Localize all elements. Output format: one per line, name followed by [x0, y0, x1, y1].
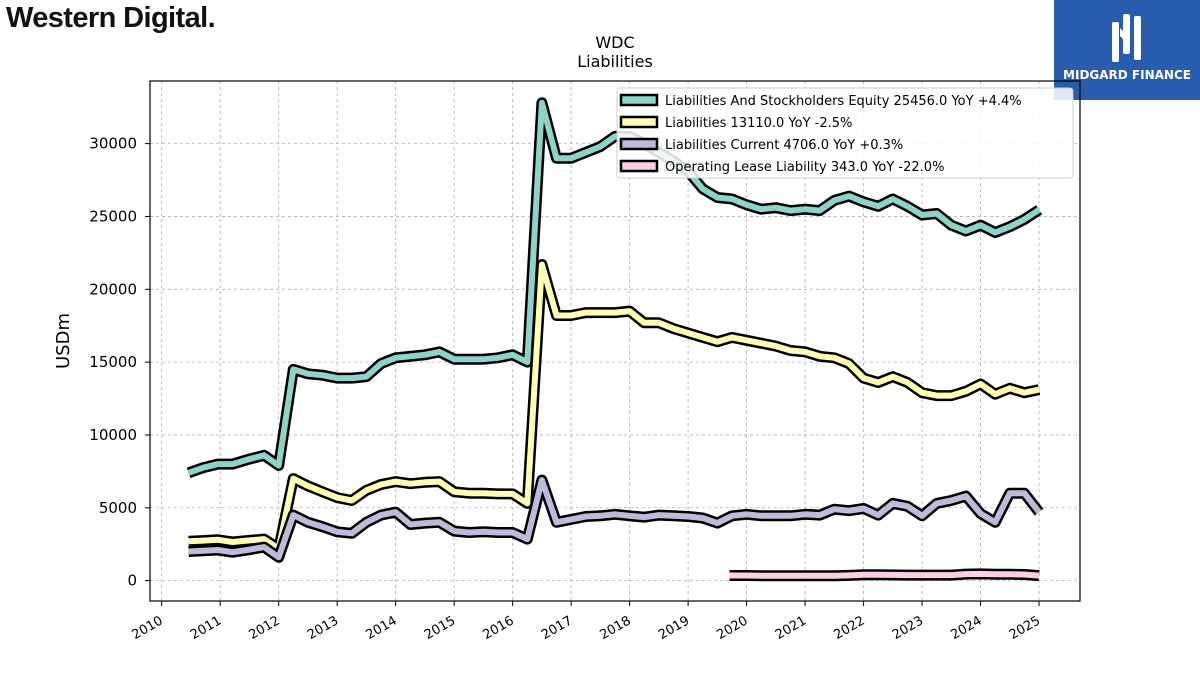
western-digital-logo: Western Digital.	[6, 2, 216, 35]
legend-entry: Operating Lease Liability 343.0 YoY -22.…	[619, 159, 944, 175]
axis-ticks: 0 5000 10000 15000 20000 25000 30000 2010 2011 20…	[89, 135, 1043, 643]
x-tick-label: 2016	[480, 613, 516, 643]
x-tick-label: 2018	[597, 613, 633, 643]
y-axis-label: USDm	[53, 313, 74, 369]
x-tick-label: 2021	[773, 613, 809, 643]
legend-swatch	[619, 115, 659, 129]
x-tick-label: 2013	[305, 613, 341, 643]
series-liabilities-and-stockholders-equity	[186, 97, 1043, 478]
legend-swatch	[619, 137, 659, 151]
y-tick-label: 15000	[89, 353, 137, 371]
y-tick-label: 0	[127, 572, 137, 590]
x-tick-label: 2017	[539, 613, 575, 643]
y-tick-label: 25000	[89, 207, 137, 225]
midgard-logo-icon	[1112, 14, 1141, 62]
legend-label: Liabilities And Stockholders Equity 2545…	[665, 94, 1022, 109]
series-liabilities	[188, 259, 1041, 555]
x-tick-label: 2025	[1007, 613, 1043, 643]
x-tick-label: 2011	[188, 613, 224, 643]
legend-swatch	[619, 93, 659, 107]
series-line	[188, 261, 1040, 552]
legend-label: Liabilities 13110.0 YoY -2.5%	[665, 116, 852, 131]
x-tick-label: 2020	[714, 613, 750, 643]
series-operating-lease-liability	[729, 568, 1040, 582]
x-tick-label: 2022	[831, 613, 867, 643]
registered-mark: .	[207, 2, 216, 34]
series-lines	[186, 97, 1044, 582]
legend: Liabilities And Stockholders Equity 2545…	[616, 87, 1074, 179]
badge-label: MIDGARD FINANCE	[1063, 68, 1191, 82]
y-tick-label: 30000	[89, 135, 137, 153]
legend-entry: Liabilities Current 4706.0 YoY +0.3%	[619, 137, 903, 153]
y-tick-label: 20000	[89, 280, 137, 298]
legend-box	[616, 87, 1074, 179]
series-liabilities-current	[188, 474, 1044, 563]
chart-subtitle: Liabilities	[577, 52, 653, 71]
x-tick-label: 2023	[890, 613, 926, 643]
series-line	[729, 570, 1040, 579]
series-line	[187, 99, 1041, 476]
x-tick-label: 2019	[656, 613, 692, 643]
chart-title: WDC	[595, 33, 634, 52]
x-tick-label: 2012	[247, 613, 283, 643]
y-tick-label: 10000	[89, 426, 137, 444]
x-tick-label: 2010	[130, 613, 166, 643]
x-tick-label: 2024	[948, 613, 984, 643]
x-tick-label: 2015	[422, 613, 458, 643]
legend-label: Liabilities Current 4706.0 YoY +0.3%	[665, 138, 903, 153]
y-tick-label: 5000	[99, 499, 137, 517]
plot-frame	[149, 80, 1081, 602]
midgard-finance-badge: MIDGARD FINANCE	[1054, 0, 1200, 100]
x-tick-label: 2014	[364, 613, 400, 643]
legend-entry: Liabilities And Stockholders Equity 2545…	[619, 93, 1022, 109]
series-line	[188, 477, 1042, 561]
brand-name: Western Digital	[6, 2, 208, 34]
legend-label: Operating Lease Liability 343.0 YoY -22.…	[665, 160, 944, 175]
legend-entry: Liabilities 13110.0 YoY -2.5%	[619, 115, 852, 131]
legend-swatch	[619, 159, 659, 173]
